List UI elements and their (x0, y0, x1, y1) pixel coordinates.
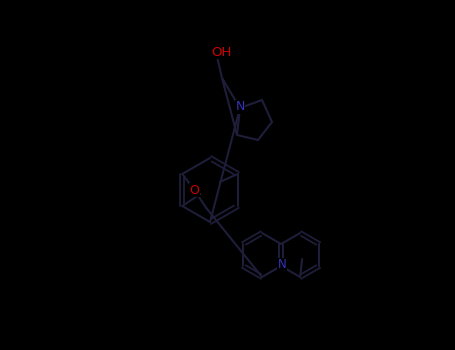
Text: N: N (235, 100, 245, 113)
Text: O: O (189, 183, 199, 196)
Text: N: N (278, 259, 287, 272)
Text: OH: OH (211, 46, 231, 58)
